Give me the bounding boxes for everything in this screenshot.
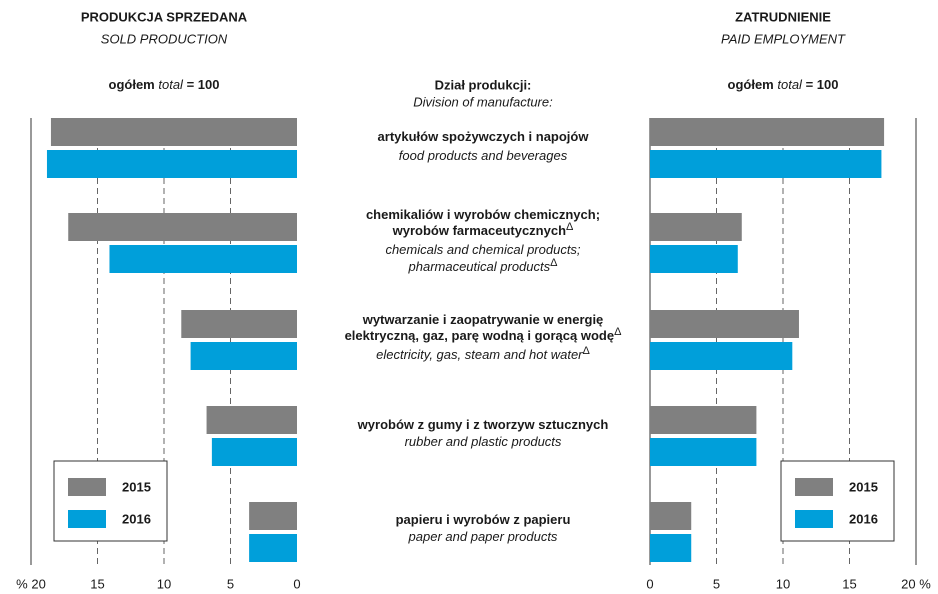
category-mark: Δ: [583, 345, 591, 357]
total-pl: ogółem: [109, 77, 155, 92]
category-label-en: pharmaceutical productsΔ: [408, 257, 559, 275]
legend-label: 2016: [849, 511, 878, 526]
category-text: chemicals and chemical products;: [385, 242, 580, 257]
bar: [650, 406, 757, 434]
bar: [650, 245, 738, 273]
category-label-en: paper and paper products: [408, 529, 558, 544]
category-text: wyrobów z gumy i z tworzyw sztucznych: [357, 417, 609, 432]
bar: [109, 245, 297, 273]
category-text: papieru i wyrobów z papieru: [396, 512, 571, 527]
total-label: ogółem total = 100: [109, 77, 220, 92]
legend-box: [780, 460, 895, 542]
total-label: ogółem total = 100: [728, 77, 839, 92]
bar: [249, 502, 297, 530]
legend-box: [53, 460, 168, 542]
total-rest: = 100: [187, 77, 220, 92]
total-pl: ogółem: [728, 77, 774, 92]
total-en: total: [777, 77, 803, 92]
x-tick-label: 20 %: [901, 576, 931, 591]
category-text: electricity, gas, steam and hot water: [376, 347, 583, 362]
bar: [68, 213, 298, 241]
x-tick-label: 10: [157, 576, 171, 591]
bar: [650, 150, 882, 178]
category-text: paper and paper products: [408, 529, 558, 544]
chart-title: ZATRUDNIENIE: [735, 9, 831, 24]
category-text: wytwarzanie i zaopatrywanie w energię: [362, 312, 604, 327]
bar: [249, 534, 297, 562]
category-mark: Δ: [614, 326, 622, 338]
bar: [46, 150, 298, 178]
category-text: pharmaceutical products: [408, 259, 551, 274]
category-text: elektryczną, gaz, parę wodną i gorącą wo…: [345, 328, 614, 343]
legend-swatch: [68, 510, 106, 528]
legend-swatch: [795, 510, 833, 528]
chart-title: PRODUKCJA SPRZEDANA: [81, 9, 248, 24]
x-tick-label: 0: [293, 576, 300, 591]
x-tick-label: 10: [776, 576, 790, 591]
category-label-en: rubber and plastic products: [405, 434, 562, 449]
category-text: food products and beverages: [399, 148, 568, 163]
bar: [650, 342, 793, 370]
category-label-pl: chemikaliów i wyrobów chemicznych;: [366, 207, 600, 222]
bar: [211, 438, 297, 466]
x-tick-label: 5: [713, 576, 720, 591]
category-label-en: chemicals and chemical products;: [385, 242, 580, 257]
division-subtitle: Division of manufacture:: [413, 94, 553, 109]
category-label-pl: papieru i wyrobów z papieru: [396, 512, 571, 527]
legend-swatch: [795, 478, 833, 496]
category-label-pl: elektryczną, gaz, parę wodną i gorącą wo…: [345, 326, 622, 344]
legend-label: 2016: [122, 511, 151, 526]
x-tick-label: 5: [227, 576, 234, 591]
category-text: artykułów spożywczych i napojów: [378, 129, 590, 144]
total-en: total: [158, 77, 184, 92]
category-text: rubber and plastic products: [405, 434, 562, 449]
bar: [650, 438, 757, 466]
category-label-pl: wyrobów z gumy i z tworzyw sztucznych: [357, 417, 609, 432]
category-label-pl: wyrobów farmaceutycznychΔ: [392, 221, 574, 239]
chart-subtitle: SOLD PRODUCTION: [101, 31, 228, 46]
category-text: wyrobów farmaceutycznych: [392, 223, 566, 238]
category-label-en: electricity, gas, steam and hot waterΔ: [376, 345, 590, 363]
x-tick-label: 15: [842, 576, 856, 591]
bar: [650, 310, 799, 338]
bar: [650, 213, 742, 241]
total-rest: = 100: [806, 77, 839, 92]
legend-label: 2015: [122, 479, 151, 494]
bar: [181, 310, 297, 338]
category-label-pl: wytwarzanie i zaopatrywanie w energię: [362, 312, 604, 327]
category-text: chemikaliów i wyrobów chemicznych;: [366, 207, 600, 222]
legend-label: 2015: [849, 479, 878, 494]
x-tick-label: % 20: [16, 576, 46, 591]
bar: [190, 342, 297, 370]
division-title: Dział produkcji:: [435, 77, 532, 92]
x-tick-label: 0: [646, 576, 653, 591]
category-mark: Δ: [550, 257, 558, 269]
chart-subtitle: PAID EMPLOYMENT: [721, 31, 846, 46]
legend-swatch: [68, 478, 106, 496]
category-label-pl: artykułów spożywczych i napojów: [378, 129, 590, 144]
bar: [650, 502, 692, 530]
bar: [50, 118, 298, 146]
x-tick-label: 15: [90, 576, 104, 591]
bar: [206, 406, 297, 434]
category-mark: Δ: [566, 221, 574, 233]
category-label-en: food products and beverages: [399, 148, 568, 163]
bar: [650, 118, 885, 146]
bar: [650, 534, 692, 562]
